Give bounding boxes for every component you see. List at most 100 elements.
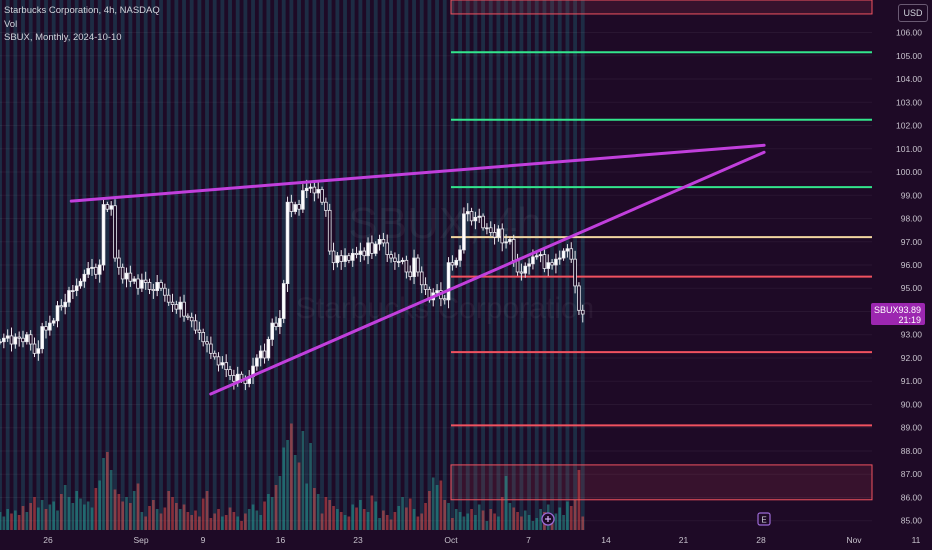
- candle-body: [278, 318, 282, 328]
- marker-plus[interactable]: [541, 512, 555, 526]
- candle-body: [331, 250, 336, 264]
- volume-bar: [83, 504, 86, 530]
- candle-body: [205, 341, 209, 345]
- stripe: [304, 0, 309, 530]
- candle-body: [0, 341, 2, 344]
- candle-body: [101, 204, 106, 266]
- x-tick-label: Oct: [444, 535, 458, 545]
- candle-body: [159, 282, 163, 289]
- volume-bar: [535, 518, 539, 530]
- volume-bar: [454, 509, 458, 530]
- x-tick-label: 21: [679, 535, 689, 545]
- volume-bar: [152, 500, 155, 530]
- candle-body: [193, 320, 198, 331]
- y-tick-label: 93.00: [901, 330, 923, 340]
- volume-bar: [347, 516, 351, 530]
- volume-bar: [33, 497, 36, 530]
- volume-bar: [125, 497, 128, 530]
- stripe: [557, 0, 562, 530]
- candle-body: [297, 204, 301, 210]
- candle-body: [546, 262, 551, 269]
- last-price-symbol: SBUX: [874, 305, 899, 315]
- x-tick-label: 26: [43, 535, 53, 545]
- candle-body: [538, 254, 543, 257]
- plus-glyph: [545, 516, 551, 522]
- y-tick-label: 96.00: [901, 260, 923, 270]
- candle-body: [542, 254, 547, 269]
- volume-bar: [336, 509, 339, 530]
- candle-body: [389, 254, 393, 259]
- stripe: [481, 0, 485, 530]
- candle-body: [488, 227, 493, 233]
- price-zones: [450, 0, 873, 501]
- volume-bar: [17, 515, 21, 530]
- volume-bar: [106, 452, 109, 530]
- stripe: [366, 0, 370, 530]
- volume-bar: [523, 510, 527, 530]
- x-tick-label: 11: [912, 535, 921, 545]
- candle-body: [320, 189, 324, 203]
- volume-bar: [21, 506, 25, 530]
- volume-bar: [13, 510, 17, 530]
- chart-legend: Starbucks Corporation, 4h, NASDAQ Vol SB…: [4, 4, 160, 45]
- volume-bar: [458, 512, 462, 530]
- stripe: [289, 0, 294, 530]
- volume-bar: [539, 509, 542, 530]
- candle-body: [201, 332, 205, 343]
- candle-body: [97, 264, 102, 275]
- currency-button[interactable]: USD: [898, 4, 928, 22]
- earnings-e-icon[interactable]: [757, 512, 771, 526]
- stripe: [258, 0, 263, 530]
- candle-body: [262, 350, 267, 359]
- candle-body: [458, 249, 462, 261]
- wedge-line-lower[interactable]: [209, 150, 766, 396]
- candle-body: [163, 287, 167, 296]
- volume-bar: [29, 503, 33, 530]
- candle-body: [400, 259, 405, 262]
- stripe: [327, 0, 332, 530]
- stripe: [182, 0, 186, 530]
- volume-bar: [577, 470, 581, 530]
- candle-body: [143, 279, 148, 283]
- candle-body: [523, 265, 528, 274]
- candle-body: [577, 285, 581, 311]
- legend-indicator[interactable]: SBUX, Monthly, 2024-10-10: [4, 32, 122, 43]
- legend-title[interactable]: Starbucks Corporation, 4h, NASDAQ: [4, 5, 160, 16]
- volume-bar: [6, 509, 10, 530]
- volume-bar: [466, 513, 470, 530]
- volume-bar: [278, 476, 282, 530]
- volume-bar: [155, 509, 159, 530]
- volume-bar: [512, 507, 516, 530]
- volume-bar: [201, 498, 205, 530]
- stripe: [442, 0, 447, 530]
- legend-volume[interactable]: Vol: [4, 18, 18, 30]
- rising-wedge: [69, 143, 766, 396]
- candle-body: [396, 261, 401, 263]
- candle-body: [285, 201, 290, 284]
- candle-body: [557, 257, 562, 260]
- volume-bar: [566, 501, 569, 530]
- stripe: [59, 0, 64, 530]
- time-axis: 26 Sep 9 16 23 Oct 7 14 21 28 Nov 11: [43, 535, 920, 545]
- volume-bar: [581, 516, 585, 530]
- stripe: [243, 0, 248, 530]
- candle-body: [147, 282, 152, 290]
- volume-bar: [451, 518, 454, 530]
- wedge-line-upper[interactable]: [69, 143, 766, 203]
- volume-bar: [374, 501, 378, 530]
- volume-bar: [129, 503, 132, 530]
- stripe: [105, 0, 110, 530]
- volume-bar: [40, 500, 44, 530]
- marker-earnings[interactable]: E: [757, 512, 771, 526]
- candle-body: [515, 259, 520, 273]
- candle-body: [44, 326, 48, 331]
- y-tick-label: 97.00: [901, 237, 923, 247]
- volume-bar: [25, 512, 29, 530]
- candle-body: [554, 258, 558, 266]
- volume-bar: [313, 488, 316, 530]
- candle-body: [450, 262, 455, 266]
- candle-body: [32, 343, 37, 354]
- volume-bar: [443, 500, 447, 530]
